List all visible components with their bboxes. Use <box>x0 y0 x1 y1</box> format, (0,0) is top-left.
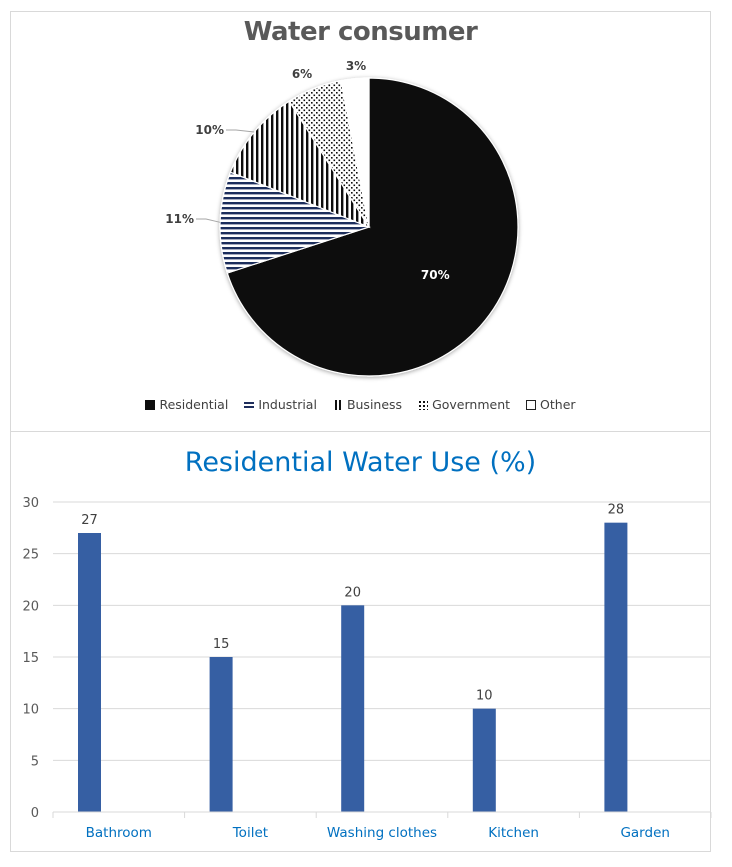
legend-label: Government <box>432 397 511 412</box>
legend-label: Other <box>540 397 576 412</box>
bar-kitchen <box>472 708 496 812</box>
other-swatch-icon <box>526 399 537 410</box>
legend-item-business: Business <box>332 397 403 412</box>
pie-slice-residential <box>226 77 519 377</box>
pie-data-label: 6% <box>292 67 312 81</box>
legend-item-government: Government <box>418 397 510 412</box>
residential-swatch-icon <box>145 399 156 410</box>
x-category-label: Toilet <box>232 825 268 841</box>
legend-label: Residential <box>159 397 229 412</box>
legend-label: Business <box>346 397 403 412</box>
y-tick-label: 10 <box>22 703 39 718</box>
bar-value-label: 10 <box>476 689 493 704</box>
business-swatch-icon <box>332 399 343 410</box>
bars: 27 15 20 10 28 <box>78 503 628 812</box>
pie-legend: Residential Industrial Business Governme… <box>11 397 710 412</box>
bar-value-label: 28 <box>608 503 625 518</box>
bar-chart-title: Residential Water Use (%) <box>184 447 537 478</box>
y-tick-label: 25 <box>22 548 39 563</box>
legend-item-other: Other <box>526 397 576 412</box>
pie-data-labels: 70% 11% 10% 6% 3% <box>165 59 449 282</box>
pie-chart-panel: Water consumer 70% 11% 10% 6% 3% <box>10 11 711 432</box>
bar-garden <box>604 522 628 812</box>
government-swatch-icon <box>418 399 429 410</box>
bar-toilet <box>209 657 233 812</box>
industrial-swatch-icon <box>244 399 255 410</box>
pie-data-label: 3% <box>346 59 366 73</box>
y-tick-label: 0 <box>31 806 39 821</box>
y-tick-label: 5 <box>31 754 39 769</box>
bar-bathroom <box>78 533 101 812</box>
x-category-label: Kitchen <box>488 825 539 841</box>
legend-item-residential: Residential <box>145 397 228 412</box>
bar-chart-svg: 0 5 10 15 20 25 30 27 15 20 10 28 Bathroom Toilet Wa… <box>22 496 712 841</box>
x-category-label: Garden <box>620 825 669 841</box>
leader-line <box>226 129 255 133</box>
bar-washing-clothes <box>341 605 365 812</box>
x-category-label: Bathroom <box>86 825 152 841</box>
pie-data-label: 70% <box>421 268 450 282</box>
bar-value-label: 20 <box>344 585 361 600</box>
y-tick-label: 30 <box>22 496 39 511</box>
pie-chart-title: Water consumer <box>243 17 478 47</box>
y-tick-label: 15 <box>22 651 39 666</box>
x-axis: Bathroom Toilet Washing clothes Kitchen Gard… <box>52 811 712 841</box>
pie-chart-svg: 70% 11% 10% 6% 3% <box>165 59 519 377</box>
bar-chart-panel: Residential Water Use (%) 0 5 10 15 20 25 30 2… <box>10 431 712 852</box>
pie-slices <box>219 77 519 377</box>
y-axis-ticks: 0 5 10 15 20 25 30 <box>22 496 39 821</box>
legend-item-industrial: Industrial <box>244 397 317 412</box>
legend-label: Industrial <box>258 397 317 412</box>
x-category-label: Washing clothes <box>327 825 437 841</box>
pie-data-label: 11% <box>165 212 194 226</box>
pie-slice-industrial <box>219 171 371 274</box>
leader-line <box>196 218 221 223</box>
pie-slice-other <box>340 77 370 228</box>
y-tick-label: 20 <box>22 599 39 614</box>
bar-value-label: 15 <box>213 637 230 652</box>
bar-value-label: 27 <box>81 513 98 528</box>
pie-data-label: 10% <box>195 123 224 137</box>
